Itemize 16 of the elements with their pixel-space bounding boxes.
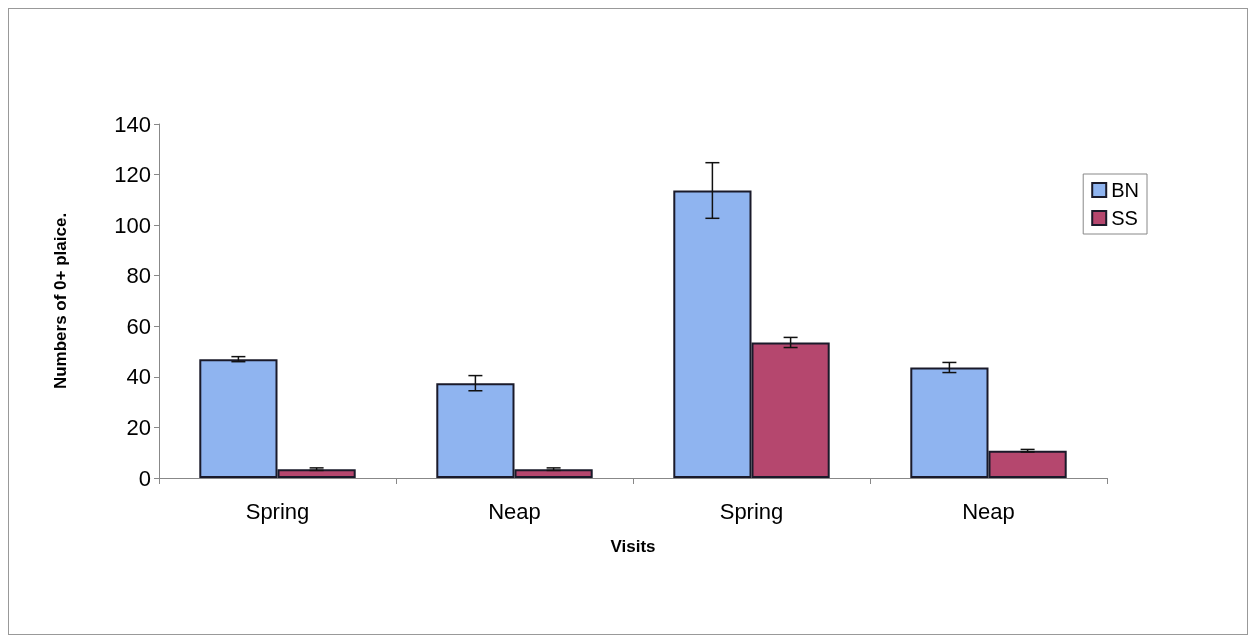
x-tick-label: Spring: [719, 498, 784, 524]
x-tick-label: Neap: [962, 498, 1015, 524]
y-tick-label: 60: [126, 313, 151, 339]
legend-label: BN: [1111, 179, 1140, 201]
x-tick-label: Neap: [488, 498, 541, 524]
y-tick-label: 0: [138, 465, 151, 491]
x-axis-title: Visits: [610, 537, 656, 556]
legend-label: SS: [1111, 207, 1138, 229]
y-tick-label: 80: [126, 263, 151, 289]
y-tick-label: 100: [114, 212, 151, 238]
y-tick-label: 40: [126, 364, 151, 390]
x-tick-label: Spring: [245, 498, 310, 524]
y-tick-label: 20: [126, 414, 151, 440]
y-tick-label: 120: [114, 162, 151, 188]
y-axis-title: Numbers of 0+ plaice.: [51, 212, 70, 390]
y-tick-label: 140: [114, 111, 151, 137]
